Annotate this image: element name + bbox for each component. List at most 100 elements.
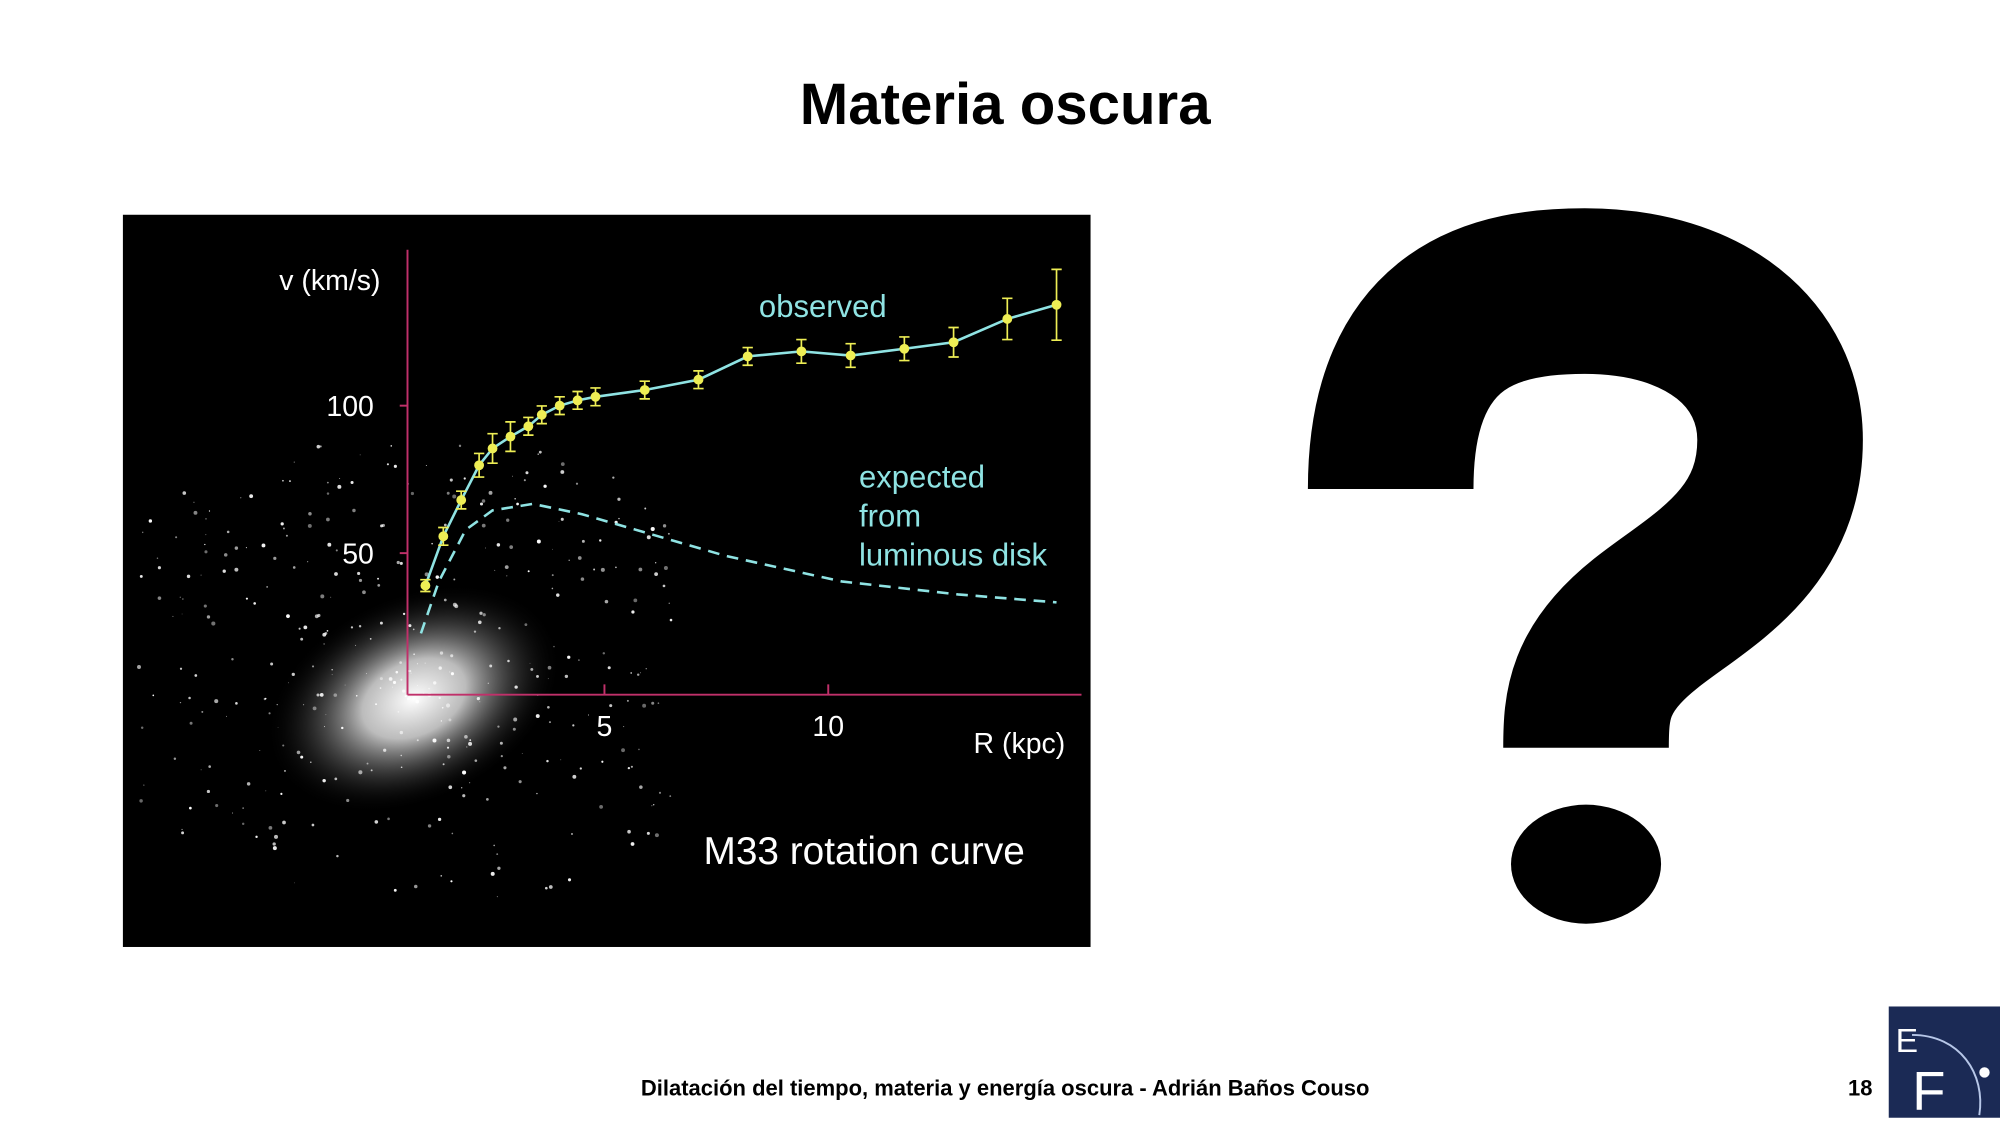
star bbox=[231, 812, 234, 814]
star bbox=[326, 481, 329, 484]
star bbox=[392, 680, 397, 685]
star bbox=[296, 750, 301, 755]
star bbox=[148, 519, 153, 523]
star bbox=[323, 643, 325, 645]
star bbox=[662, 524, 667, 528]
series-line bbox=[419, 502, 1057, 634]
question-mark bbox=[1307, 208, 1863, 749]
star bbox=[551, 587, 554, 590]
data-point bbox=[536, 409, 547, 420]
star bbox=[334, 572, 338, 576]
star bbox=[449, 478, 453, 482]
star bbox=[396, 560, 400, 565]
slide-title: Materia oscura bbox=[800, 72, 1211, 137]
data-point bbox=[845, 350, 856, 361]
data-point bbox=[523, 421, 534, 432]
star bbox=[599, 804, 604, 809]
star bbox=[276, 703, 278, 706]
star bbox=[331, 668, 333, 671]
star bbox=[246, 782, 251, 786]
star bbox=[462, 794, 466, 798]
star bbox=[593, 568, 596, 571]
star bbox=[282, 820, 286, 825]
star bbox=[442, 763, 445, 766]
star bbox=[567, 655, 571, 659]
star bbox=[445, 703, 451, 708]
star bbox=[446, 746, 450, 749]
star bbox=[307, 523, 312, 528]
star bbox=[567, 878, 572, 882]
star bbox=[644, 507, 647, 510]
star bbox=[514, 497, 516, 500]
star bbox=[536, 539, 541, 544]
star bbox=[487, 682, 490, 684]
star bbox=[627, 766, 631, 770]
star bbox=[638, 567, 643, 572]
star bbox=[409, 670, 412, 673]
star bbox=[193, 501, 195, 503]
star bbox=[379, 621, 383, 625]
star bbox=[261, 543, 266, 548]
star bbox=[268, 712, 271, 715]
star bbox=[188, 696, 191, 700]
star bbox=[452, 494, 457, 499]
star bbox=[182, 491, 187, 495]
star bbox=[601, 760, 604, 763]
star bbox=[496, 853, 499, 855]
star bbox=[377, 583, 381, 587]
star bbox=[469, 739, 472, 741]
star bbox=[173, 757, 177, 760]
star bbox=[627, 829, 631, 834]
star bbox=[324, 631, 328, 635]
star bbox=[369, 637, 372, 640]
star bbox=[558, 521, 560, 523]
star bbox=[481, 499, 486, 503]
star bbox=[657, 702, 660, 704]
star bbox=[577, 556, 582, 560]
star bbox=[580, 577, 585, 581]
star bbox=[650, 526, 655, 532]
star bbox=[449, 671, 451, 673]
star bbox=[497, 866, 501, 870]
star bbox=[350, 626, 354, 629]
star bbox=[450, 654, 454, 658]
star bbox=[448, 785, 453, 790]
star bbox=[270, 662, 274, 666]
star bbox=[668, 602, 670, 604]
star bbox=[425, 464, 427, 467]
data-point bbox=[742, 351, 753, 362]
star bbox=[513, 717, 518, 722]
star bbox=[189, 806, 192, 810]
star bbox=[630, 765, 633, 768]
star bbox=[272, 846, 277, 851]
star bbox=[654, 572, 658, 577]
star bbox=[516, 502, 519, 506]
star bbox=[544, 886, 548, 890]
star bbox=[462, 770, 467, 775]
star bbox=[498, 627, 501, 630]
series-label-box: expected from luminous disk bbox=[859, 461, 1047, 574]
star bbox=[283, 527, 285, 530]
y-tick-label: 100 bbox=[326, 391, 373, 423]
star bbox=[205, 518, 207, 520]
star bbox=[333, 693, 338, 697]
star bbox=[560, 470, 565, 474]
star bbox=[548, 721, 551, 724]
star bbox=[241, 822, 245, 826]
logo bbox=[1888, 1006, 2000, 1118]
star bbox=[428, 687, 430, 690]
star bbox=[504, 565, 509, 570]
star bbox=[223, 553, 228, 557]
star bbox=[639, 785, 643, 789]
data-point bbox=[639, 385, 650, 395]
star bbox=[400, 754, 402, 757]
star bbox=[547, 678, 549, 680]
star bbox=[412, 628, 415, 631]
star bbox=[424, 662, 426, 664]
star bbox=[288, 682, 289, 684]
star bbox=[234, 546, 239, 550]
star bbox=[615, 566, 617, 569]
chart-title: M33 rotation curve bbox=[704, 830, 1025, 873]
star bbox=[255, 835, 258, 839]
star bbox=[424, 572, 429, 577]
